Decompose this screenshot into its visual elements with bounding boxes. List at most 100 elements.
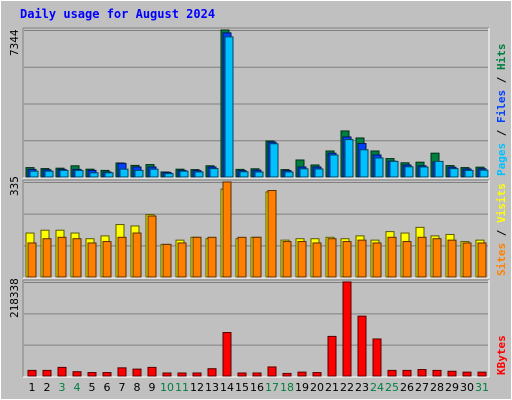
visitors-bar-sites bbox=[417, 236, 427, 278]
kbytes-bar-kbytes bbox=[387, 369, 397, 377]
visitors-bar-sites bbox=[177, 242, 187, 278]
legend-separator: / bbox=[495, 123, 508, 143]
kbytes-bar-kbytes bbox=[312, 372, 322, 377]
visitors-bar-sites bbox=[132, 232, 142, 278]
day-label-30: 30 bbox=[460, 381, 474, 394]
kbytes-bar-kbytes bbox=[357, 315, 367, 377]
traffic-bar-pages bbox=[374, 157, 384, 178]
kbytes-bar-kbytes bbox=[327, 335, 337, 377]
traffic-bar-pages bbox=[299, 168, 309, 178]
visitors-bar-sites bbox=[462, 242, 472, 278]
visitors-bar-sites bbox=[387, 236, 397, 278]
day-label-13: 13 bbox=[205, 381, 219, 394]
kbytes-bar-kbytes bbox=[177, 372, 187, 377]
day-label-27: 27 bbox=[415, 381, 429, 394]
day-label-31: 31 bbox=[475, 381, 489, 394]
day-label-23: 23 bbox=[355, 381, 369, 394]
traffic-bar-pages bbox=[89, 172, 99, 178]
day-label-15: 15 bbox=[235, 381, 249, 394]
visitors-bar-sites bbox=[57, 236, 67, 278]
day-label-2: 2 bbox=[44, 381, 51, 394]
visitors-bar-sites bbox=[402, 241, 412, 278]
day-label-22: 22 bbox=[340, 381, 354, 394]
kbytes-ymax-label: 218338 bbox=[8, 278, 21, 318]
traffic-panel bbox=[22, 27, 490, 179]
chart-title: Daily usage for August 2024 bbox=[20, 7, 215, 21]
visitors-bar-sites bbox=[147, 215, 157, 278]
traffic-bar-pages bbox=[194, 171, 204, 178]
traffic-bar-pages bbox=[29, 170, 39, 178]
day-label-17: 17 bbox=[265, 381, 279, 394]
visitors-bar-sites bbox=[207, 236, 217, 278]
kbytes-bar-kbytes bbox=[372, 338, 382, 377]
legend-pages: Pages bbox=[495, 143, 508, 176]
day-label-16: 16 bbox=[250, 381, 264, 394]
kbytes-bar-kbytes bbox=[57, 366, 67, 377]
traffic-bar-pages bbox=[104, 172, 114, 178]
kbytes-bar-kbytes bbox=[267, 366, 277, 377]
visitors-bar-sites bbox=[357, 239, 367, 278]
visitors-bar-sites bbox=[162, 243, 172, 278]
kbytes-legend: KBytes bbox=[495, 335, 508, 375]
traffic-bar-pages bbox=[149, 168, 159, 178]
day-label-3: 3 bbox=[59, 381, 66, 394]
visitors-bar-sites bbox=[117, 236, 127, 278]
visitors-bar-sites bbox=[87, 242, 97, 278]
day-label-7: 7 bbox=[119, 381, 126, 394]
kbytes-bar-kbytes bbox=[432, 369, 442, 377]
kbytes-bar-kbytes bbox=[42, 369, 52, 377]
traffic-bar-pages bbox=[464, 169, 474, 178]
visitors-bar-sites bbox=[432, 238, 442, 278]
visitors-bar-sites bbox=[237, 236, 247, 278]
kbytes-bar-kbytes bbox=[237, 372, 247, 377]
visitors-bar-sites bbox=[477, 242, 487, 278]
traffic-bar-pages bbox=[419, 166, 429, 178]
traffic-bar-pages bbox=[314, 168, 324, 178]
kbytes-bar-kbytes bbox=[417, 369, 427, 377]
day-label-24: 24 bbox=[370, 381, 384, 394]
kbytes-panel bbox=[22, 279, 490, 378]
traffic-bar-pages bbox=[119, 168, 129, 178]
visitors-bar-sites bbox=[447, 239, 457, 278]
legend-separator: / bbox=[495, 70, 508, 90]
visitors-ymax-label: 335 bbox=[8, 176, 21, 196]
visitors-bar-sites bbox=[372, 242, 382, 278]
kbytes-bar-kbytes bbox=[207, 368, 217, 377]
visitors-bar-sites bbox=[312, 242, 322, 278]
day-label-29: 29 bbox=[445, 381, 459, 394]
kbytes-bar-kbytes bbox=[342, 281, 352, 377]
visitors-bar-sites bbox=[282, 241, 292, 278]
chart-legends: Pages / Files / Hits Sites / Visits KBytes bbox=[495, 44, 508, 376]
kbytes-bar-kbytes bbox=[297, 371, 307, 377]
kbytes-bar-kbytes bbox=[222, 332, 232, 377]
day-label-1: 1 bbox=[29, 381, 36, 394]
traffic-bar-pages bbox=[179, 170, 189, 178]
legend-files: Files bbox=[495, 90, 508, 123]
day-label-20: 20 bbox=[310, 381, 324, 394]
visitors-panel bbox=[22, 179, 490, 279]
day-label-18: 18 bbox=[280, 381, 294, 394]
kbytes-bar-kbytes bbox=[162, 372, 172, 377]
kbytes-bar-kbytes bbox=[447, 370, 457, 377]
kbytes-bar-kbytes bbox=[87, 372, 97, 377]
traffic-bar-pages bbox=[164, 173, 174, 178]
traffic-bar-pages bbox=[449, 168, 459, 178]
day-label-6: 6 bbox=[104, 381, 111, 394]
kbytes-bar-kbytes bbox=[462, 371, 472, 377]
traffic-bar-pages bbox=[254, 171, 264, 178]
traffic-bar-pages bbox=[59, 169, 69, 178]
traffic-bar-pages bbox=[389, 160, 399, 178]
traffic-plot-area bbox=[23, 28, 489, 178]
traffic-legend: Pages / Files / Hits bbox=[495, 44, 508, 177]
day-label-4: 4 bbox=[74, 381, 81, 394]
visitors-bar-sites bbox=[27, 242, 37, 278]
kbytes-bar-kbytes bbox=[147, 366, 157, 377]
day-label-10: 10 bbox=[160, 381, 174, 394]
visitors-legend: Sites / Visits bbox=[495, 183, 508, 276]
traffic-ymax-label: 7344 bbox=[8, 29, 21, 56]
traffic-bar-pages bbox=[224, 36, 234, 178]
visitors-bar-sites bbox=[297, 241, 307, 278]
traffic-bar-pages bbox=[329, 154, 339, 178]
